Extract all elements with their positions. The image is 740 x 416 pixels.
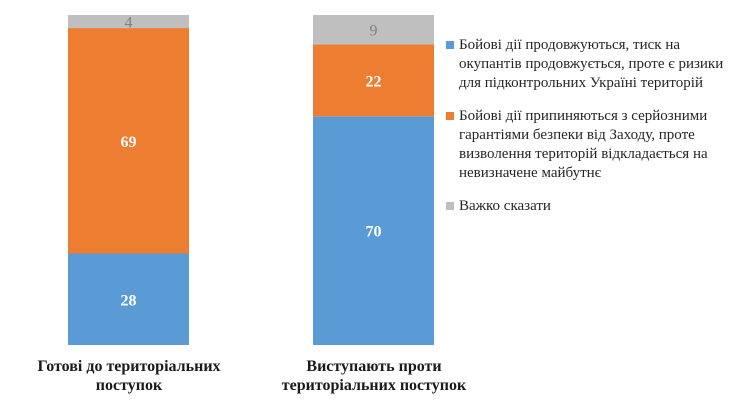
- legend-item-1: Бойові дії припиняються з серйозними гар…: [446, 107, 736, 183]
- bar-segment-1-1: [313, 44, 434, 117]
- category-label-1: Виступають проти територіальних поступок: [281, 358, 467, 394]
- bar-segment-0-0: [68, 253, 189, 345]
- legend-label-1: Бойові дії припиняються з серйозними гар…: [459, 108, 708, 181]
- data-label-0-1: 69: [121, 134, 137, 151]
- data-label-0-2: 4: [125, 15, 133, 32]
- bar-segment-1-0: [313, 116, 434, 345]
- bar-segment-0-1: [68, 28, 189, 254]
- legend-item-2: Важко сказати: [446, 197, 736, 216]
- bar-segment-1-2: [313, 15, 434, 45]
- data-label-1-1: 22: [366, 73, 382, 90]
- legend-swatch-2: [446, 202, 454, 210]
- bar-segment-0-2: [68, 15, 189, 29]
- category-label-0: Готові до територіальних поступок: [37, 358, 221, 394]
- legend-swatch-1: [446, 112, 454, 120]
- data-label-0-0: 28: [121, 292, 137, 309]
- legend-label-0: Бойові дії продовжуються, тиск на окупан…: [459, 37, 724, 91]
- legend-item-0: Бойові дії продовжуються, тиск на окупан…: [446, 36, 736, 93]
- legend: Бойові дії продовжуються, тиск на окупан…: [446, 36, 736, 230]
- data-label-1-0: 70: [366, 224, 382, 241]
- legend-label-2: Важко сказати: [459, 198, 551, 214]
- data-label-1-2: 9: [370, 23, 378, 40]
- legend-swatch-0: [446, 41, 454, 49]
